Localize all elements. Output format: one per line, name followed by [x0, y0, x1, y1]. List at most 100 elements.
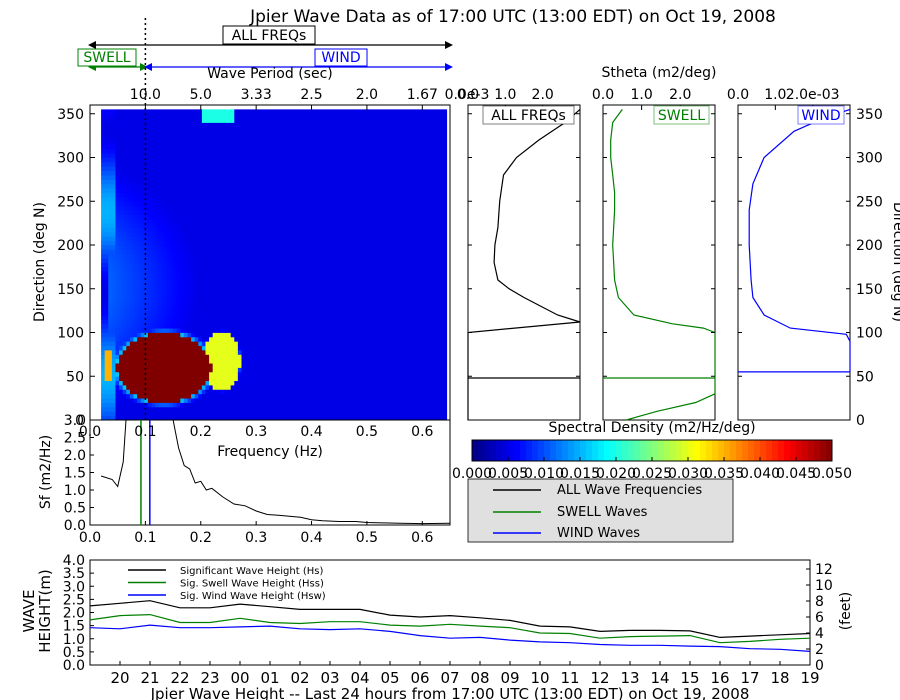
- heatmap-cell: [111, 332, 116, 338]
- heatmap-cell: [216, 385, 221, 390]
- heatmap-cell: [209, 188, 214, 193]
- heatmap-cell: [104, 140, 109, 145]
- heatmap-cell: [165, 157, 170, 163]
- heatmap-cell: [248, 371, 253, 377]
- heatmap-cell: [277, 293, 282, 298]
- heatmap-cell: [309, 376, 314, 382]
- heatmap-cell: [349, 253, 354, 259]
- heatmap-cell: [158, 332, 163, 338]
- heatmap-cell: [270, 140, 275, 145]
- heatmap-cell: [237, 201, 242, 207]
- heatmap-cell: [158, 411, 163, 417]
- heatmap-cell: [108, 389, 113, 395]
- heatmap-cell: [108, 398, 113, 403]
- heatmap-cell: [147, 258, 152, 263]
- heatmap-cell: [248, 253, 253, 259]
- heatmap-cell: [270, 118, 275, 123]
- wind-top-label: WIND: [321, 50, 360, 66]
- heatmap-cell: [273, 175, 278, 180]
- heatmap-cell: [147, 367, 152, 373]
- heatmap-cell: [241, 153, 246, 158]
- heatmap-cell: [151, 411, 156, 417]
- heatmap-cell: [155, 205, 160, 211]
- heatmap-cell: [284, 332, 289, 338]
- heatmap-cell: [104, 336, 109, 342]
- heatmap-cell: [194, 166, 199, 172]
- heatmap-cell: [119, 297, 124, 303]
- heatmap-cell: [255, 293, 260, 298]
- heatmap-cell: [309, 253, 314, 259]
- heatmap-cell: [194, 323, 199, 329]
- heatmap-cell: [273, 210, 278, 215]
- heatmap-cell: [209, 402, 214, 408]
- heatmap-cell: [284, 280, 289, 285]
- heatmap-cell: [209, 310, 214, 316]
- heatmap-cell: [299, 258, 304, 263]
- heatmap-cell: [115, 258, 120, 263]
- heatmap-cell: [263, 153, 268, 158]
- heatmap-cell: [187, 140, 192, 145]
- heatmap-cell: [338, 161, 343, 167]
- heatmap-cell: [302, 131, 307, 137]
- heatmap-cell: [122, 258, 127, 263]
- heatmap-cell: [104, 262, 109, 268]
- heatmap-cell: [313, 218, 318, 224]
- heatmap-cell: [169, 415, 174, 421]
- heatmap-cell: [327, 406, 332, 412]
- heatmap-cell: [263, 210, 268, 215]
- heatmap-cell: [129, 358, 134, 364]
- heatmap-cell: [194, 328, 199, 333]
- heatmap-cell: [212, 249, 217, 255]
- heatmap-cell: [212, 306, 217, 312]
- heatmap-cell: [324, 118, 329, 123]
- heatmap-cell: [158, 275, 163, 281]
- heatmap-cell: [302, 262, 307, 268]
- heatmap-cell: [273, 341, 278, 347]
- heatmap-cell: [349, 306, 354, 312]
- heatmap-cell: [126, 240, 131, 246]
- heatmap-cell: [140, 153, 145, 158]
- heatmap-cell: [155, 118, 160, 123]
- heatmap-cell: [155, 380, 160, 386]
- heatmap-cell: [227, 376, 232, 382]
- heatmap-cell: [338, 341, 343, 347]
- heatmap-cell: [335, 323, 340, 329]
- heatmap-cell: [201, 192, 206, 198]
- heatmap-cell: [126, 350, 131, 355]
- heatmap-cell: [129, 140, 134, 145]
- heatmap-cell: [137, 310, 142, 316]
- heatmap-cell: [324, 411, 329, 417]
- heatmap-cell: [295, 288, 300, 294]
- heatmap-cell: [291, 336, 296, 342]
- heatmap-cell: [212, 310, 217, 316]
- heatmap-cell: [299, 280, 304, 285]
- heatmap-cell: [234, 363, 239, 368]
- heatmap-cell: [176, 389, 181, 395]
- heatmap-cell: [277, 341, 282, 347]
- heatmap-cell: [101, 293, 106, 298]
- heatmap-cell: [277, 275, 282, 281]
- heatmap-cell: [115, 135, 120, 141]
- heatmap-cell: [245, 393, 250, 399]
- heatmap-cell: [345, 109, 350, 115]
- heatmap-cell: [219, 336, 224, 342]
- heatmap-cell: [338, 319, 343, 325]
- heatmap-cell: [345, 131, 350, 137]
- heatmap-cell: [194, 376, 199, 382]
- heatmap-cell: [201, 236, 206, 242]
- heatmap-cell: [255, 284, 260, 290]
- heatmap-cell: [295, 350, 300, 355]
- heatmap-cell: [270, 306, 275, 312]
- heatmap-cell: [252, 175, 257, 180]
- heatmap-cell: [288, 284, 293, 290]
- heatmap-cell: [338, 253, 343, 259]
- heatmap-cell: [137, 350, 142, 355]
- heatmap-cell: [227, 253, 232, 259]
- heatmap-cell: [162, 227, 167, 233]
- heatmap-cell: [219, 223, 224, 228]
- heatmap-cell: [342, 148, 347, 154]
- heatmap-cell: [144, 205, 149, 211]
- heatmap-cell: [101, 140, 106, 145]
- heatmap-cell: [169, 192, 174, 198]
- heatmap-cell: [241, 262, 246, 268]
